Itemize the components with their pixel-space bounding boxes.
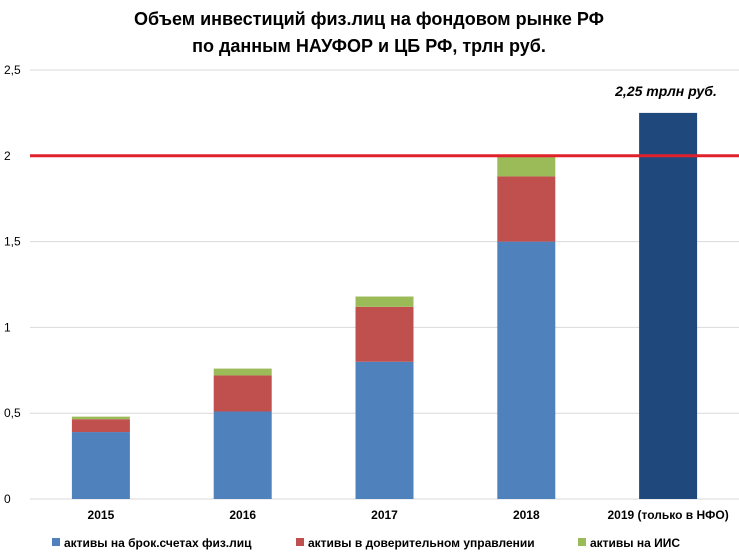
x-tick-label: 2019 (только в НФО) — [607, 508, 728, 522]
y-tick-label: 2 — [4, 149, 11, 163]
y-tick-label: 1 — [4, 320, 11, 334]
legend-swatch — [52, 538, 60, 546]
bar-segment — [71, 432, 130, 499]
legend-label: активы на брок.счетах физ.лиц — [64, 536, 252, 550]
legend-swatch — [296, 538, 304, 546]
chart-title-line-2: по данным НАУФОР и ЦБ РФ, трлн руб. — [192, 36, 546, 56]
x-tick-label: 2015 — [88, 508, 115, 522]
y-tick-label: 0 — [4, 492, 11, 506]
x-tick-label: 2017 — [371, 508, 398, 522]
legend-swatch — [578, 538, 586, 546]
plot-area: 0 0,5 1 1,5 2 2,5 2015 2016 2017 2018 2019 (только… — [4, 63, 739, 522]
legend-label: активы на ИИС — [590, 536, 680, 550]
y-tick-label: 1,5 — [4, 235, 21, 249]
bar-segment — [213, 411, 272, 499]
bar-segment — [355, 361, 414, 499]
y-tick-label: 2,5 — [4, 63, 21, 77]
bar-segment — [71, 419, 130, 433]
bar-segment — [497, 176, 556, 242]
bar-segment — [497, 155, 556, 177]
bar-segment — [497, 241, 556, 499]
x-tick-label: 2016 — [229, 508, 256, 522]
y-tick-label: 0,5 — [4, 406, 21, 420]
bar-segment — [355, 306, 414, 362]
annotation-label: 2,25 трлн руб. — [614, 83, 717, 99]
bar-segment — [71, 416, 130, 420]
bar-segment — [213, 368, 272, 376]
bar-segment — [355, 296, 414, 307]
legend: активы на брок.счетах физ.лиц активы в до… — [52, 536, 680, 550]
legend-label: активы в доверительном управлении — [308, 536, 535, 550]
chart-title-line-1: Объем инвестиций физ.лиц на фондовом рын… — [134, 9, 604, 29]
x-tick-label: 2018 — [513, 508, 540, 522]
bar — [639, 112, 698, 500]
bar-segment — [213, 375, 272, 412]
